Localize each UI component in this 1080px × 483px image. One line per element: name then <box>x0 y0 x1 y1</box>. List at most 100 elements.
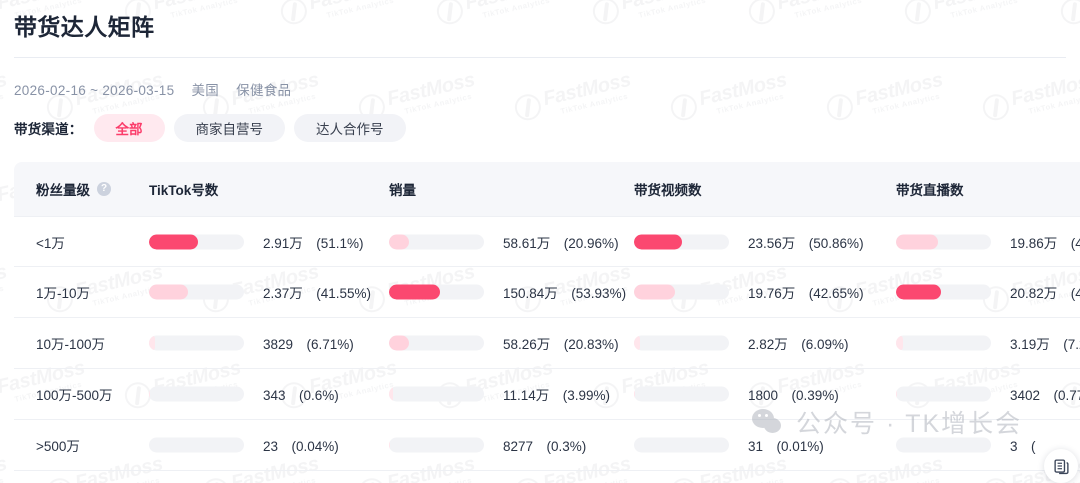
bar-track-accounts <box>149 284 244 300</box>
wechat-icon <box>752 409 786 435</box>
cell-videos: 1800 (0.39%) <box>748 388 839 403</box>
help-circle-icon[interactable]: ? <box>97 182 111 196</box>
bar-track-lives <box>896 284 991 300</box>
column-header-accounts: TikTok号数 <box>149 179 218 199</box>
table-header-row: 粉丝量级? TikTok号数 销量 带货视频数 带货直播数 <box>14 162 1080 216</box>
bar-track-sales <box>389 284 484 300</box>
bar-track-videos <box>634 335 729 351</box>
bar-track-videos <box>634 437 729 453</box>
bar-track-sales <box>389 437 484 453</box>
bar-track-accounts <box>149 335 244 351</box>
page-title: 带货达人矩阵 <box>14 14 155 40</box>
bar-fill-lives <box>896 335 903 351</box>
table-row: 10万-100万 3829 (6.71%) 58.26万 (20.83%) 2.82万… <box>14 318 1080 369</box>
cell-accounts: 2.37万 (41.55%) <box>263 286 372 301</box>
cell-accounts: 2.91万 (51.1%) <box>263 235 364 251</box>
bar-fill-videos <box>634 234 683 249</box>
cell-videos: 23.56万 (50.86%) <box>748 235 864 251</box>
chip-creator-partner[interactable]: 达人合作号 <box>294 114 406 142</box>
bar-fill-sales <box>389 335 409 351</box>
table-body: <1万 2.91万 (51.1%) 58.61万 (20.96%) 23.56万 (5… <box>14 216 1080 471</box>
cell-sales: 150.84万 (53.93%) <box>503 286 627 301</box>
bar-track-accounts <box>149 386 244 402</box>
cell-videos: 31 (0.01%) <box>748 439 824 454</box>
bar-fill-sales <box>389 284 441 300</box>
header-divider <box>14 57 1066 58</box>
meta-date-range: 2026-02-16 ~ 2026-03-15 <box>14 83 175 98</box>
report-meta: 2026-02-16 ~ 2026-03-15 美国 保健食品 <box>14 79 291 99</box>
bar-track-videos <box>634 386 729 402</box>
table-row: 1万-10万 2.37万 (41.55%) 150.84万 (53.93%) 19.7… <box>14 267 1080 318</box>
column-header-sales: 销量 <box>389 179 416 199</box>
column-header-lives: 带货直播数 <box>896 179 964 199</box>
bar-fill-videos <box>634 284 675 300</box>
channel-filter: 带货渠道： 全部 商家自营号 达人合作号 <box>14 114 406 142</box>
cell-lives: 3 ( <box>1010 439 1036 454</box>
column-header-label: 带货视频数 <box>634 183 702 198</box>
documents-fab-button[interactable] <box>1044 449 1078 483</box>
cell-lives: 3.19万 (7.23 <box>1010 337 1080 352</box>
chip-all[interactable]: 全部 <box>93 114 165 142</box>
cell-lives: 20.82万 (47 <box>1010 286 1080 301</box>
bar-fill-sales <box>389 234 409 249</box>
cell-tier: 10万-100万 <box>36 337 106 352</box>
cell-videos: 2.82万 (6.09%) <box>748 337 849 352</box>
wechat-overlay: 公众号 · TK增长会 <box>752 404 1022 440</box>
cell-accounts: 343 (0.6%) <box>263 388 339 403</box>
meta-region: 美国 <box>191 83 220 98</box>
cell-accounts: 3829 (6.71%) <box>263 337 354 352</box>
column-header-label: TikTok号数 <box>149 183 219 198</box>
documents-icon <box>1053 458 1069 474</box>
bar-track-videos <box>634 284 729 300</box>
bar-fill-accounts <box>149 335 156 351</box>
cell-sales: 58.26万 (20.83%) <box>503 337 619 352</box>
bar-track-accounts <box>149 234 244 249</box>
column-header-label: 带货直播数 <box>896 183 964 198</box>
wechat-label: 公众号 · TK增长会 <box>796 410 1023 438</box>
bar-track-lives <box>896 335 991 351</box>
bar-fill-lives <box>896 284 941 300</box>
channel-filter-label: 带货渠道： <box>14 122 83 137</box>
bar-track-lives <box>896 386 991 402</box>
bar-fill-accounts <box>149 284 189 300</box>
cell-videos: 19.76万 (42.65%) <box>748 286 864 301</box>
meta-category: 保健食品 <box>236 83 292 98</box>
cell-sales: 58.61万 (20.96%) <box>503 235 619 251</box>
cell-accounts: 23 (0.04%) <box>263 439 339 454</box>
cell-sales: 11.14万 (3.99%) <box>503 388 611 403</box>
table-row: <1万 2.91万 (51.1%) 58.61万 (20.96%) 23.56万 (5… <box>14 216 1080 267</box>
bar-track-lives <box>896 234 991 249</box>
table-row: 100万-500万 343 (0.6%) 11.14万 (3.99%) 1800 (0… <box>14 369 1080 420</box>
cell-tier: >500万 <box>36 439 80 454</box>
bar-fill-sales <box>389 386 393 402</box>
table-row: >500万 23 (0.04%) 8277 (0.3%) 31 (0.01%) 3 ( <box>14 420 1080 471</box>
matrix-table: 粉丝量级? TikTok号数 销量 带货视频数 带货直播数 <1万 2.91万 (51.1… <box>14 162 1080 471</box>
bar-fill-lives <box>896 234 938 249</box>
cell-lives: 3402 (0.77% <box>1010 388 1080 403</box>
bar-fill-accounts <box>149 234 198 249</box>
bar-track-lives <box>896 437 991 453</box>
bar-fill-videos <box>634 335 640 351</box>
bar-track-sales <box>389 386 484 402</box>
column-header-label: 销量 <box>389 183 416 198</box>
cell-tier: 100万-500万 <box>36 388 113 403</box>
cell-lives: 19.86万 (44 <box>1010 235 1080 251</box>
bar-fill-accounts <box>149 386 150 402</box>
bar-track-accounts <box>149 437 244 453</box>
chip-merchant-self[interactable]: 商家自营号 <box>173 114 285 142</box>
cell-tier: <1万 <box>36 235 65 251</box>
column-header-videos: 带货视频数 <box>634 179 702 199</box>
bar-fill-lives <box>896 386 897 402</box>
cell-sales: 8277 (0.3%) <box>503 439 587 454</box>
